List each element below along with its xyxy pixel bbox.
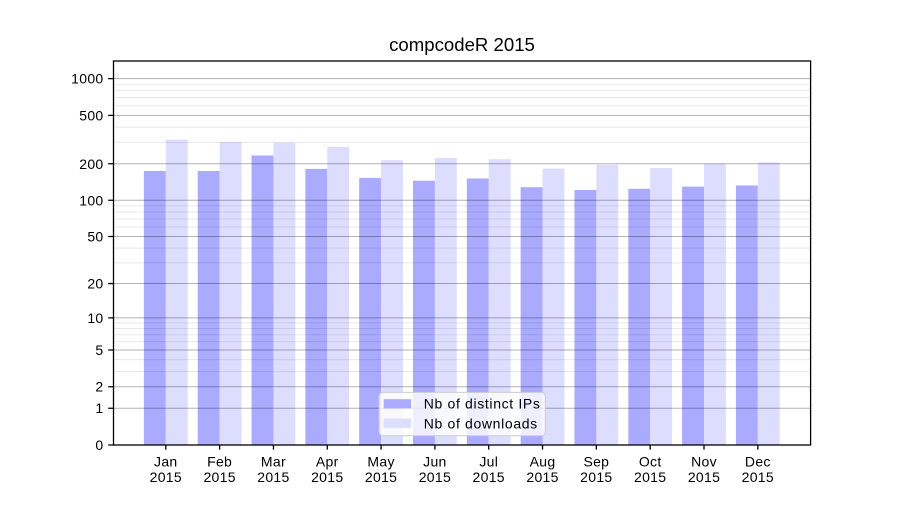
svg-text:Nov: Nov — [691, 453, 717, 469]
svg-text:5: 5 — [95, 342, 103, 358]
svg-text:Aug: Aug — [530, 453, 556, 469]
svg-text:Sep: Sep — [583, 453, 609, 469]
svg-text:0: 0 — [95, 437, 103, 453]
svg-text:Feb: Feb — [207, 453, 232, 469]
svg-text:1000: 1000 — [71, 71, 103, 87]
svg-text:Oct: Oct — [639, 453, 662, 469]
svg-text:2015: 2015 — [742, 469, 774, 485]
svg-text:May: May — [367, 453, 394, 469]
svg-text:10: 10 — [87, 310, 103, 326]
svg-text:Jul: Jul — [479, 453, 498, 469]
svg-text:Jun: Jun — [423, 453, 446, 469]
svg-text:500: 500 — [79, 107, 103, 123]
svg-text:2015: 2015 — [526, 469, 558, 485]
svg-text:2015: 2015 — [150, 469, 182, 485]
svg-text:2015: 2015 — [257, 469, 289, 485]
svg-text:2015: 2015 — [311, 469, 343, 485]
svg-text:50: 50 — [87, 229, 103, 245]
svg-text:2015: 2015 — [580, 469, 612, 485]
svg-text:Nb of distinct IPs: Nb of distinct IPs — [424, 395, 541, 411]
svg-text:2015: 2015 — [634, 469, 666, 485]
svg-text:Nb of downloads: Nb of downloads — [424, 415, 538, 431]
svg-text:100: 100 — [79, 192, 103, 208]
svg-text:200: 200 — [79, 156, 103, 172]
svg-text:2015: 2015 — [688, 469, 720, 485]
svg-text:Apr: Apr — [316, 453, 339, 469]
svg-text:Dec: Dec — [745, 453, 771, 469]
svg-text:1: 1 — [95, 400, 103, 416]
svg-text:compcodeR 2015: compcodeR 2015 — [389, 34, 535, 55]
svg-text:Jan: Jan — [154, 453, 177, 469]
svg-text:Mar: Mar — [261, 453, 286, 469]
svg-text:2015: 2015 — [365, 469, 397, 485]
svg-text:20: 20 — [87, 276, 103, 292]
svg-text:2015: 2015 — [203, 469, 235, 485]
svg-text:2015: 2015 — [473, 469, 505, 485]
svg-text:2015: 2015 — [419, 469, 451, 485]
svg-text:2: 2 — [95, 379, 103, 395]
